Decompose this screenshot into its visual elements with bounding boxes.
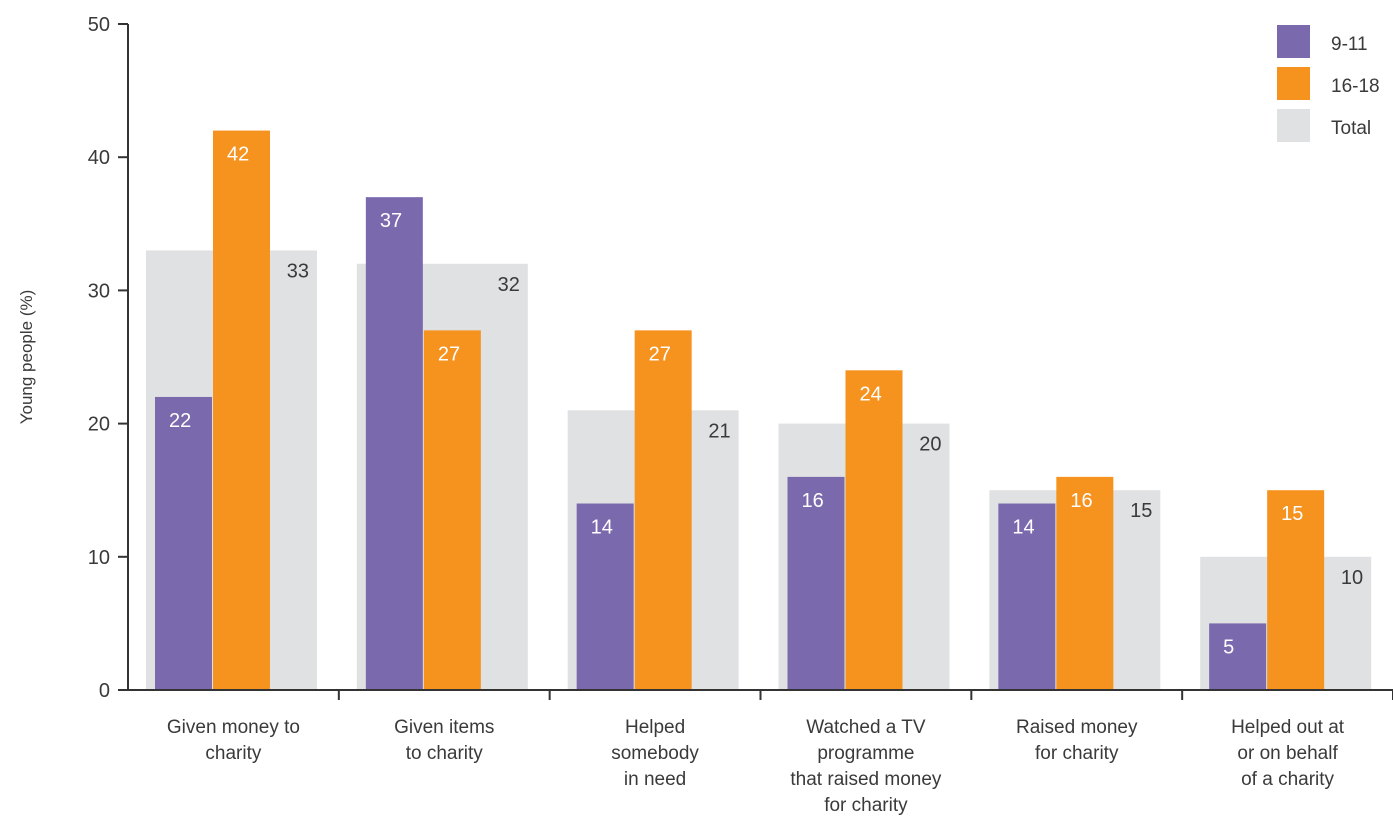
bar-9-11 — [1209, 623, 1267, 690]
foreground-bars — [155, 130, 1325, 690]
category-label: Given money to charity — [167, 717, 300, 764]
category-label: Helped somebody in need — [611, 717, 699, 790]
category-label-line: Watched a TV — [806, 717, 926, 738]
bar-label-total: 21 — [708, 420, 730, 442]
y-tick-label: 20 — [88, 414, 110, 436]
legend: 9-11 16-18 Total — [1277, 25, 1380, 142]
bar-9-11 — [787, 476, 845, 690]
category-label-line: Given items — [394, 717, 494, 738]
legend-label: Total — [1331, 118, 1371, 139]
bar-label-9-11: 37 — [380, 210, 402, 232]
category-label-line: somebody — [611, 743, 699, 764]
category-label-line: programme — [817, 743, 914, 764]
legend-label: 16-18 — [1331, 76, 1380, 97]
bar-16-18 — [423, 330, 481, 690]
bar-label-16-18: 15 — [1281, 503, 1303, 525]
bar-16-18 — [213, 130, 270, 690]
category-label: Helped out at or on behalf of a charity — [1231, 717, 1345, 790]
bar-label-total: 10 — [1341, 567, 1363, 589]
category-label: Given items to charity — [394, 717, 494, 764]
axes: 0 10 20 30 40 50 Young people (%) — [17, 14, 1393, 702]
category-label-line: of a charity — [1241, 769, 1334, 790]
bar-label-16-18: 27 — [438, 343, 460, 365]
bar-label-total: 33 — [287, 260, 309, 282]
bar-label-total: 32 — [498, 274, 520, 296]
bar-16-18 — [1056, 476, 1114, 690]
labels: 33 22 42 Given money to charity 32 37 27 Given i… — [167, 144, 1363, 816]
y-tick-label: 50 — [88, 14, 110, 36]
y-tick-label: 30 — [88, 280, 110, 302]
category-label-line: that raised money — [790, 769, 942, 790]
bar-16-18 — [634, 330, 692, 690]
bar-label-16-18: 42 — [227, 144, 249, 166]
category-label: Watched a TV programme that raised money fo… — [790, 717, 942, 816]
legend-swatch — [1277, 25, 1310, 58]
y-tick-label: 10 — [88, 547, 110, 569]
bar-label-9-11: 22 — [169, 410, 191, 432]
bar-label-total: 15 — [1130, 500, 1152, 522]
bar-9-11 — [998, 503, 1056, 690]
bar-label-9-11: 5 — [1223, 636, 1234, 658]
y-axis-title: Young people (%) — [17, 290, 36, 425]
category-label-line: Given money to — [167, 717, 300, 738]
category-label-line: charity — [205, 743, 261, 764]
background-bars — [146, 250, 1372, 690]
category-label-line: or on behalf — [1237, 743, 1338, 764]
category-label-line: Helped out at — [1231, 717, 1345, 738]
bar-16-18 — [845, 370, 903, 690]
bar-16-18 — [1267, 490, 1325, 690]
legend-swatch — [1277, 67, 1310, 100]
category-label-line: to charity — [406, 743, 484, 764]
bar-label-9-11: 14 — [1012, 517, 1034, 539]
category-label-line: in need — [624, 769, 686, 790]
bar-label-9-11: 16 — [802, 490, 824, 512]
category-label: Raised money for charity — [1016, 717, 1138, 764]
bar-9-11 — [365, 197, 423, 690]
category-label-line: for charity — [1035, 743, 1119, 764]
category-label-line: Raised money — [1016, 717, 1138, 738]
bar-label-16-18: 24 — [860, 383, 882, 405]
legend-swatch — [1277, 109, 1310, 142]
bar-label-total: 20 — [919, 434, 941, 456]
y-tick-label: 0 — [99, 680, 110, 702]
category-label-line: Helped — [625, 717, 685, 738]
bar-label-9-11: 14 — [591, 517, 613, 539]
bar-label-16-18: 27 — [649, 343, 671, 365]
y-tick-label: 40 — [88, 147, 110, 169]
bar-9-11 — [155, 396, 212, 690]
bar-9-11 — [576, 503, 634, 690]
bar-label-16-18: 16 — [1070, 490, 1092, 512]
category-label-line: for charity — [824, 795, 908, 816]
legend-label: 9-11 — [1331, 34, 1368, 55]
